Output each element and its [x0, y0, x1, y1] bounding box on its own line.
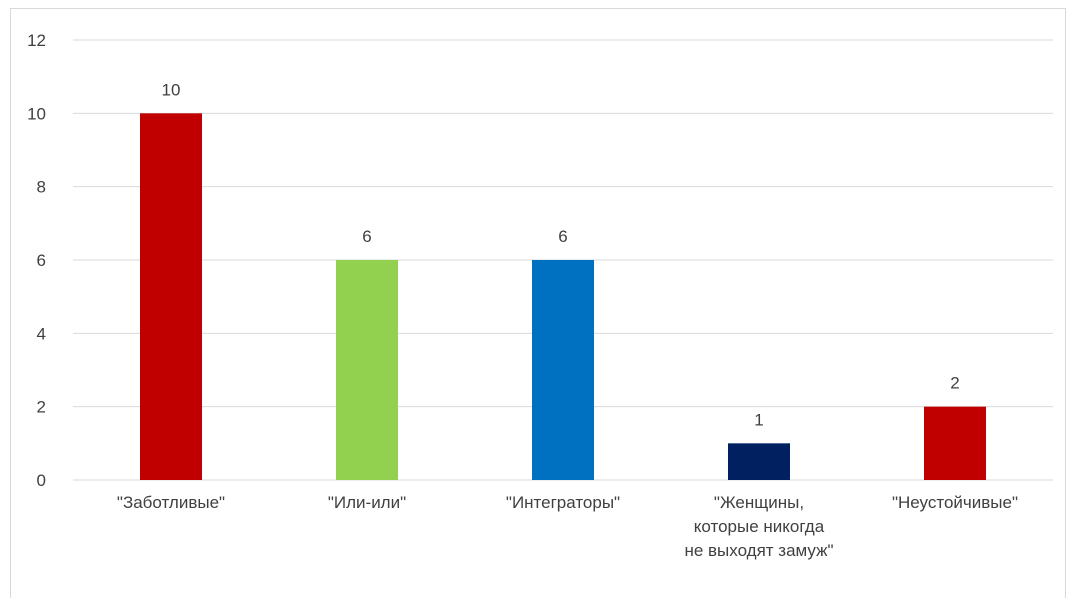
y-tick-label: 6: [37, 251, 46, 270]
y-tick-label: 8: [37, 178, 46, 197]
category-label-line: "Неустойчивые": [892, 493, 1018, 512]
chart-frame: [10, 8, 1066, 598]
category-label: "Или-или": [328, 493, 406, 512]
data-label: 10: [162, 80, 181, 99]
category-label-line: "Женщины,: [714, 493, 804, 512]
bar: [336, 260, 398, 480]
category-label-line: "Заботливые": [117, 493, 225, 512]
y-tick-label: 4: [37, 324, 46, 343]
bar: [140, 113, 202, 480]
category-label: "Интеграторы": [506, 493, 620, 512]
data-label: 6: [558, 227, 567, 246]
data-label: 6: [362, 227, 371, 246]
bar: [728, 443, 790, 480]
category-label-line: не выходят замуж": [684, 541, 833, 560]
category-label: "Неустойчивые": [892, 493, 1018, 512]
y-tick-label: 0: [37, 471, 46, 490]
bar: [532, 260, 594, 480]
data-label: 2: [950, 374, 959, 393]
y-tick-label: 12: [27, 31, 46, 50]
y-tick-label: 10: [27, 104, 46, 123]
category-label: "Женщины, которые никогда не выходят замуж…: [684, 493, 833, 560]
bar: [924, 406, 986, 480]
category-label-line: которые никогда: [694, 517, 825, 536]
category-label-line: "Интеграторы": [506, 493, 620, 512]
data-label: 1: [754, 410, 763, 429]
y-tick-label: 2: [37, 398, 46, 417]
category-label: "Заботливые": [117, 493, 225, 512]
category-label-line: "Или-или": [328, 493, 406, 512]
